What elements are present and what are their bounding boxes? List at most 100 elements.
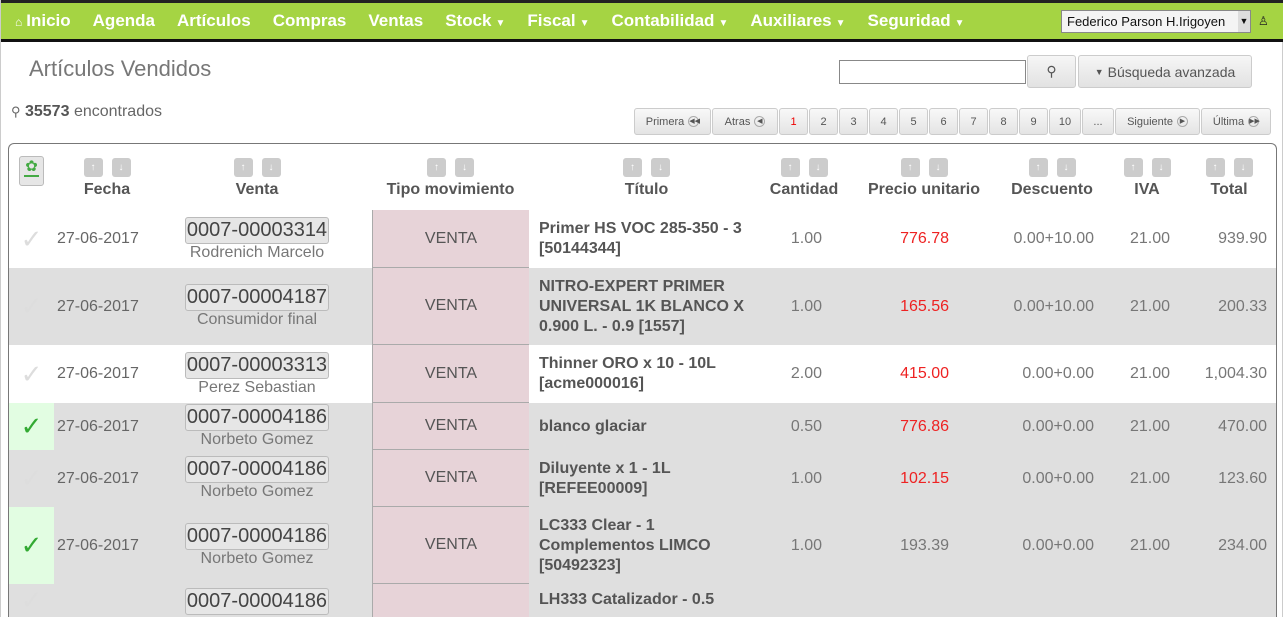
column-header-5: ↑ ↓ Precio unitario	[859, 158, 989, 199]
sort-asc-icon[interactable]: ↑	[623, 158, 642, 177]
table-row[interactable]: ✓ 27-06-2017 0007-00004187 Consumidor final…	[9, 268, 1276, 345]
table-row[interactable]: ✓ 0007-00004186 LH333 Catalizador - 0.5	[9, 584, 1276, 617]
venta-link[interactable]: 0007-00003313	[184, 351, 330, 379]
user-icon[interactable]: ♙	[1258, 14, 1269, 28]
sort-desc-icon[interactable]: ↓	[1233, 158, 1253, 177]
arrow-icon: ◀◀	[688, 116, 701, 127]
advanced-search-button[interactable]: ▼ Búsqueda avanzada	[1078, 55, 1252, 88]
search-button[interactable]: ⚲	[1027, 55, 1076, 88]
sort-desc-icon[interactable]: ↓	[651, 158, 670, 177]
fecha-cell: 27-06-2017	[57, 297, 139, 315]
venta-link[interactable]: 0007-00004186	[184, 588, 330, 615]
search-input[interactable]	[839, 60, 1026, 84]
main-nav: ⌂ Inicio Agenda Artículos Compras Ventas Stock…	[1, 3, 1283, 42]
sort-asc-icon[interactable]: ↑	[780, 158, 800, 177]
nav-item-0[interactable]: ⌂ Inicio	[15, 11, 71, 31]
venta-link[interactable]: 0007-00003314	[184, 216, 330, 244]
sort-asc-icon[interactable]: ↑	[233, 158, 253, 177]
check-icon[interactable]: ✓	[9, 403, 54, 450]
cliente: Rodrenich Marcelo	[189, 243, 325, 261]
nav-item-9[interactable]: Seguridad ▼	[868, 11, 965, 31]
page-button-4[interactable]: 4	[869, 108, 898, 135]
venta-link[interactable]: 0007-00004186	[184, 456, 330, 483]
page-button-...[interactable]: ...	[1082, 108, 1114, 135]
titulo-cell: Diluyente x 1 - 1L [REFEE00009]	[539, 459, 671, 497]
descuento-cell: 0.00+10.00	[1013, 230, 1094, 247]
fecha-cell: 27-06-2017	[57, 536, 139, 554]
page-button-8[interactable]: 8	[989, 108, 1018, 135]
nav-item-3[interactable]: Compras	[273, 11, 347, 31]
table-row[interactable]: ✓ 27-06-2017 0007-00003314 Rodrenich Marcel…	[9, 210, 1276, 268]
page-button-10[interactable]: 10	[1049, 108, 1081, 135]
table-row[interactable]: ✓ 27-06-2017 0007-00004186 Norbeto Gomez VEN…	[9, 403, 1276, 450]
page-button-9[interactable]: 9	[1019, 108, 1048, 135]
sort-desc-icon[interactable]: ↓	[111, 158, 131, 177]
venta-link[interactable]: 0007-00004186	[184, 523, 330, 550]
check-icon[interactable]: ✓	[20, 463, 43, 493]
sort-asc-icon[interactable]: ↑	[1028, 158, 1048, 177]
top-border	[1, 0, 1283, 3]
nav-item-6[interactable]: Fiscal ▼	[527, 11, 589, 31]
venta-link[interactable]: 0007-00004186	[184, 404, 330, 431]
total-cell: 1,004.30	[1204, 365, 1267, 382]
page-button-1[interactable]: 1	[779, 108, 808, 135]
check-icon[interactable]: ✓	[9, 507, 54, 584]
check-icon[interactable]: ✓	[20, 358, 43, 389]
precio-cell: 193.39	[900, 536, 949, 554]
page-label: 6	[940, 115, 947, 128]
nav-item-4[interactable]: Ventas	[368, 11, 423, 31]
sort-desc-icon[interactable]: ↓	[928, 158, 948, 177]
sort-asc-icon[interactable]: ↑	[900, 158, 920, 177]
user-select[interactable]: Federico Parson H.Irigoyen ▼	[1061, 10, 1251, 33]
table-row[interactable]: ✓ 27-06-2017 0007-00004186 Norbeto Gomez VEN…	[9, 507, 1276, 584]
sort-desc-icon[interactable]: ↓	[455, 158, 474, 177]
page-button-3[interactable]: 3	[839, 108, 868, 135]
nav-item-5[interactable]: Stock ▼	[445, 11, 505, 31]
advanced-search-label: Búsqueda avanzada	[1107, 63, 1236, 80]
total-cell: 234.00	[1218, 536, 1267, 554]
page-button-6[interactable]: 6	[929, 108, 958, 135]
home-icon: ⌂	[15, 15, 23, 29]
iva-cell: 21.00	[1129, 365, 1170, 382]
next-page-button[interactable]: Siguiente ▶	[1115, 108, 1200, 135]
venta-link[interactable]: 0007-00004187	[184, 284, 330, 311]
sort-desc-icon[interactable]: ↓	[808, 158, 828, 177]
check-icon[interactable]: ✓	[20, 585, 43, 615]
nav-item-8[interactable]: Auxiliares ▼	[750, 11, 845, 31]
tipo-cell: VENTA	[372, 268, 529, 345]
sort-asc-icon[interactable]: ↑	[1123, 158, 1143, 177]
search-icon: ⚲	[11, 104, 21, 119]
titulo-cell: Thinner ORO x 10 - 10L [acme000016]	[539, 355, 716, 392]
titulo-cell: LH333 Catalizador - 0.5	[539, 591, 715, 608]
table-row[interactable]: ✓ 27-06-2017 0007-00004186 Norbeto Gomez VEN…	[9, 450, 1276, 507]
nav-item-1[interactable]: Agenda	[93, 11, 155, 31]
check-icon[interactable]: ✓	[20, 291, 43, 321]
last-page-button[interactable]: Última ▶▶	[1201, 108, 1271, 135]
page-button-7[interactable]: 7	[959, 108, 988, 135]
sort-asc-icon[interactable]: ↑	[83, 158, 103, 177]
sort-asc-icon[interactable]: ↑	[427, 158, 446, 177]
column-label: Cantidad	[769, 181, 839, 198]
sort-desc-icon[interactable]: ↓	[261, 158, 281, 177]
sort-desc-icon[interactable]: ↓	[1056, 158, 1076, 177]
nav-item-2[interactable]: Artículos	[177, 11, 251, 31]
column-header-7: ↑ ↓ IVA	[1112, 158, 1182, 199]
arrow-icon: ▶▶	[1248, 116, 1260, 127]
cantidad-cell: 0.50	[790, 417, 822, 435]
nav-item-7[interactable]: Contabilidad ▼	[612, 11, 729, 31]
prev-page-button[interactable]: Atras ◀	[712, 108, 778, 135]
sort-desc-icon[interactable]: ↓	[1151, 158, 1171, 177]
sort-asc-icon[interactable]: ↑	[1205, 158, 1225, 177]
nav-item-label: Compras	[272, 11, 347, 30]
nav-item-label: Fiscal	[527, 11, 576, 30]
check-icon[interactable]: ✓	[20, 223, 43, 254]
first-page-button[interactable]: Primera ◀◀	[634, 108, 711, 135]
settings-gear-icon[interactable]: ✿	[19, 156, 44, 186]
page-button-5[interactable]: 5	[899, 108, 928, 135]
iva-cell: 21.00	[1129, 297, 1170, 315]
venta-cell: 0007-00004186 Norbeto Gomez	[159, 507, 355, 584]
page-button-2[interactable]: 2	[809, 108, 838, 135]
column-header-0: ↑ ↓ Fecha	[57, 158, 157, 199]
venta-cell: 0007-00004187 Consumidor final	[159, 268, 355, 345]
table-row[interactable]: ✓ 27-06-2017 0007-00003313 Perez Sebastian V…	[9, 345, 1276, 403]
